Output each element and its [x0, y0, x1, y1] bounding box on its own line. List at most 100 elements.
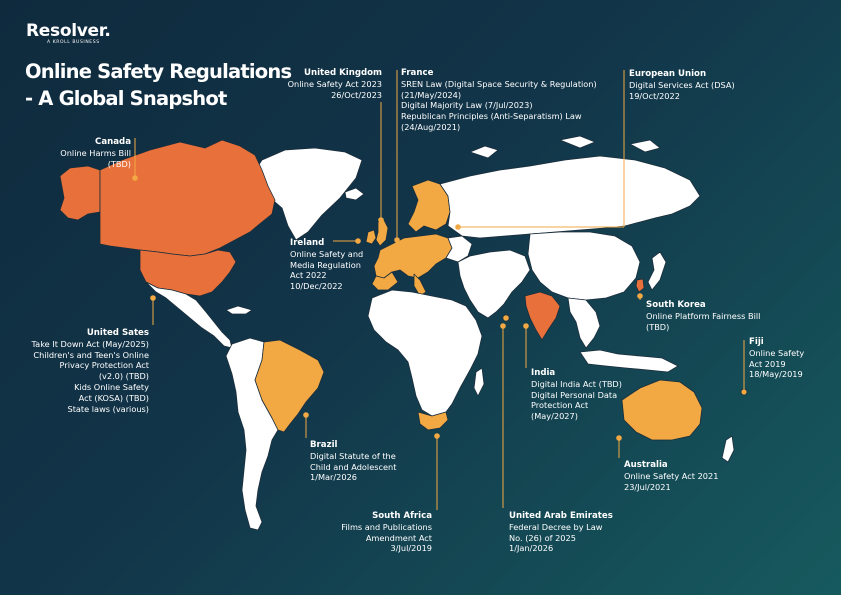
australia-line-2: 23/Jul/2021 [624, 481, 671, 492]
resolver-logo: Resolver. A KROLL BUSINESS [26, 22, 111, 46]
france-leader [394, 70, 400, 243]
annotation-india: India Digital India Act (TBD) Digital Pe… [531, 368, 622, 422]
annotation-australia: Australia Online Safety Act 2021 23/Jul/… [624, 460, 718, 492]
us-line-3: Privacy Protection Act [59, 360, 149, 371]
south-africa-leader [434, 433, 440, 510]
caribbean [225, 305, 253, 315]
eu-line-2: 19/Oct/2022 [629, 90, 680, 101]
france-heading: France [401, 68, 434, 78]
uae-line-2: No. (26) of 2025 [509, 532, 576, 543]
brand-name: Resolver. [26, 21, 111, 41]
africa [367, 289, 483, 417]
arctic-islands [469, 135, 661, 159]
uae-line-1: Federal Decree by Law [509, 521, 603, 532]
us-line-7: State laws (various) [67, 403, 150, 414]
south-korea-leader [637, 293, 643, 300]
eu-leader [455, 70, 625, 230]
south-korea-line-2: (TBD) [646, 321, 670, 332]
france-line-3: Digital Majority Law (7/Jul/2023) [401, 100, 533, 111]
annotation-fiji: Fiji Online Safety Act 2019 18/May/2019 [749, 337, 804, 380]
india-line-4: (May/2027) [531, 411, 578, 422]
uk-line-1: Online Safety Act 2023 [287, 78, 382, 89]
brazil-line-2: Child and Adolescent [310, 461, 397, 472]
south-korea-line-1: Online Platform Fairness Bill [646, 310, 761, 321]
annotation-uk: United Kingdom Online Safety Act 2023 26… [288, 68, 382, 100]
ireland [365, 229, 377, 245]
south-africa-line-3: 3/Jul/2019 [390, 543, 432, 554]
uk [375, 219, 389, 247]
us-leader [150, 295, 156, 325]
france-line-5: (24/Aug/2021) [401, 121, 461, 132]
eu-line-1: Digital Services Act (DSA) [629, 79, 735, 90]
australia-leader [616, 435, 622, 458]
france-line-1: SREN Law (Digital Space Security & Regul… [401, 78, 597, 89]
page-title: Online Safety Regulations - A Global Sna… [25, 58, 292, 112]
ireland-leader [333, 238, 361, 244]
china [527, 231, 641, 301]
india-leader [523, 323, 529, 368]
uae-heading: United Arab Emirates [509, 511, 613, 521]
uae [502, 314, 510, 322]
middle-east [457, 249, 531, 319]
canada-line-2: (TBD) [107, 158, 131, 169]
australia [621, 379, 703, 441]
us-line-2: Children's and Teen's Online [33, 349, 149, 360]
south-korea [635, 278, 645, 293]
eastern-europe [445, 235, 473, 263]
annotation-us: United Sates Take It Down Act (May/2025)… [32, 328, 149, 414]
south-korea-heading: South Korea [646, 300, 706, 310]
fiji-line-3: 18/May/2019 [749, 369, 803, 380]
fiji-heading: Fiji [749, 337, 764, 347]
australia-line-1: Online Safety Act 2021 [624, 470, 719, 481]
brazil-line-3: 1/Mar/2026 [310, 472, 358, 483]
uk-leader [378, 102, 384, 223]
annotation-uae: United Arab Emirates Federal Decree by L… [509, 511, 613, 554]
south-africa [417, 411, 449, 431]
uae-leader [500, 323, 506, 508]
uae-line-3: 1/Jan/2026 [509, 543, 554, 554]
brazil [254, 339, 325, 433]
annotation-south-korea: South Korea Online Platform Fairness Bil… [646, 300, 760, 332]
eu-heading: European Union [629, 69, 707, 79]
uk-heading: United Kingdom [303, 68, 382, 78]
south-africa-line-2: Amendment Act [365, 532, 432, 543]
annotation-ireland: Ireland Online Safety and Media Regulati… [290, 238, 363, 292]
annotation-south-africa: South Africa Films and Publications Amen… [341, 511, 432, 554]
india [524, 291, 561, 341]
us-heading: United Sates [86, 328, 149, 338]
india-heading: India [531, 368, 556, 378]
ireland-line-1: Online Safety and [290, 248, 364, 259]
brazil-heading: Brazil [310, 440, 338, 450]
canada-leader [132, 138, 138, 181]
iceland [344, 187, 365, 201]
fiji-line-1: Online Safety [749, 347, 805, 358]
canada-line-1: Online Harms Bill [60, 147, 131, 158]
uk-line-2: 26/Oct/2023 [331, 89, 382, 100]
india-line-3: Protection Act [531, 400, 589, 411]
ireland-heading: Ireland [290, 238, 325, 248]
japan [647, 251, 667, 291]
canada [99, 139, 276, 257]
alaska [59, 165, 101, 221]
ireland-line-3: Act 2022 [290, 270, 327, 281]
ireland-line-4: 10/Dec/2022 [290, 281, 343, 292]
south-africa-line-1: Films and Publications [341, 521, 432, 532]
india-line-2: Digital Personal Data [531, 389, 618, 400]
annotation-eu: European Union Digital Services Act (DSA… [629, 69, 735, 101]
us-line-6: Act (KOSA) (TBD) [78, 392, 149, 403]
brand-tagline: A KROLL BUSINESS [47, 40, 100, 45]
new-zealand [721, 435, 735, 463]
annotation-brazil: Brazil Digital Statute of the Child and … [310, 440, 396, 483]
greenland [249, 147, 363, 241]
fiji-line-2: Act 2019 [749, 358, 786, 369]
brazil-leader [303, 412, 309, 438]
russia [439, 155, 701, 239]
brazil-line-1: Digital Statute of the [310, 450, 396, 461]
us-line-5: Kids Online Safety [74, 381, 149, 392]
title-line-2: - A Global Snapshot [25, 87, 227, 110]
indonesia [579, 349, 679, 373]
title-line-1: Online Safety Regulations [25, 60, 292, 83]
annotation-france: France SREN Law (Digital Space Security … [401, 68, 597, 133]
